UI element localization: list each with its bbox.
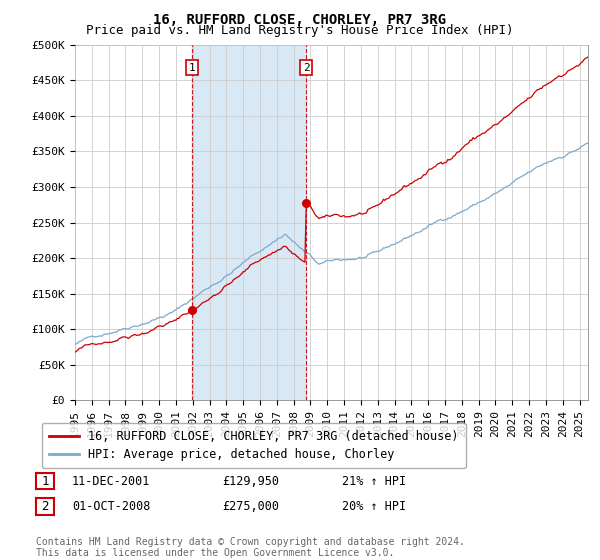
Text: 20% ↑ HPI: 20% ↑ HPI — [342, 500, 406, 514]
Point — [301, 199, 311, 208]
Text: 2: 2 — [41, 500, 49, 513]
Legend: 16, RUFFORD CLOSE, CHORLEY, PR7 3RG (detached house), HPI: Average price, detach: 16, RUFFORD CLOSE, CHORLEY, PR7 3RG (det… — [42, 423, 466, 468]
Text: 21% ↑ HPI: 21% ↑ HPI — [342, 475, 406, 488]
Point — [187, 305, 197, 314]
Text: 2: 2 — [303, 63, 310, 73]
Text: 1: 1 — [41, 474, 49, 488]
Text: 16, RUFFORD CLOSE, CHORLEY, PR7 3RG: 16, RUFFORD CLOSE, CHORLEY, PR7 3RG — [154, 13, 446, 27]
Text: 1: 1 — [188, 63, 195, 73]
Bar — [192, 45, 306, 400]
Text: 01-OCT-2008: 01-OCT-2008 — [72, 500, 151, 514]
Text: Price paid vs. HM Land Registry's House Price Index (HPI): Price paid vs. HM Land Registry's House … — [86, 24, 514, 38]
Text: 11-DEC-2001: 11-DEC-2001 — [72, 475, 151, 488]
Text: £275,000: £275,000 — [222, 500, 279, 514]
Text: £129,950: £129,950 — [222, 475, 279, 488]
Text: Contains HM Land Registry data © Crown copyright and database right 2024.
This d: Contains HM Land Registry data © Crown c… — [36, 537, 465, 558]
